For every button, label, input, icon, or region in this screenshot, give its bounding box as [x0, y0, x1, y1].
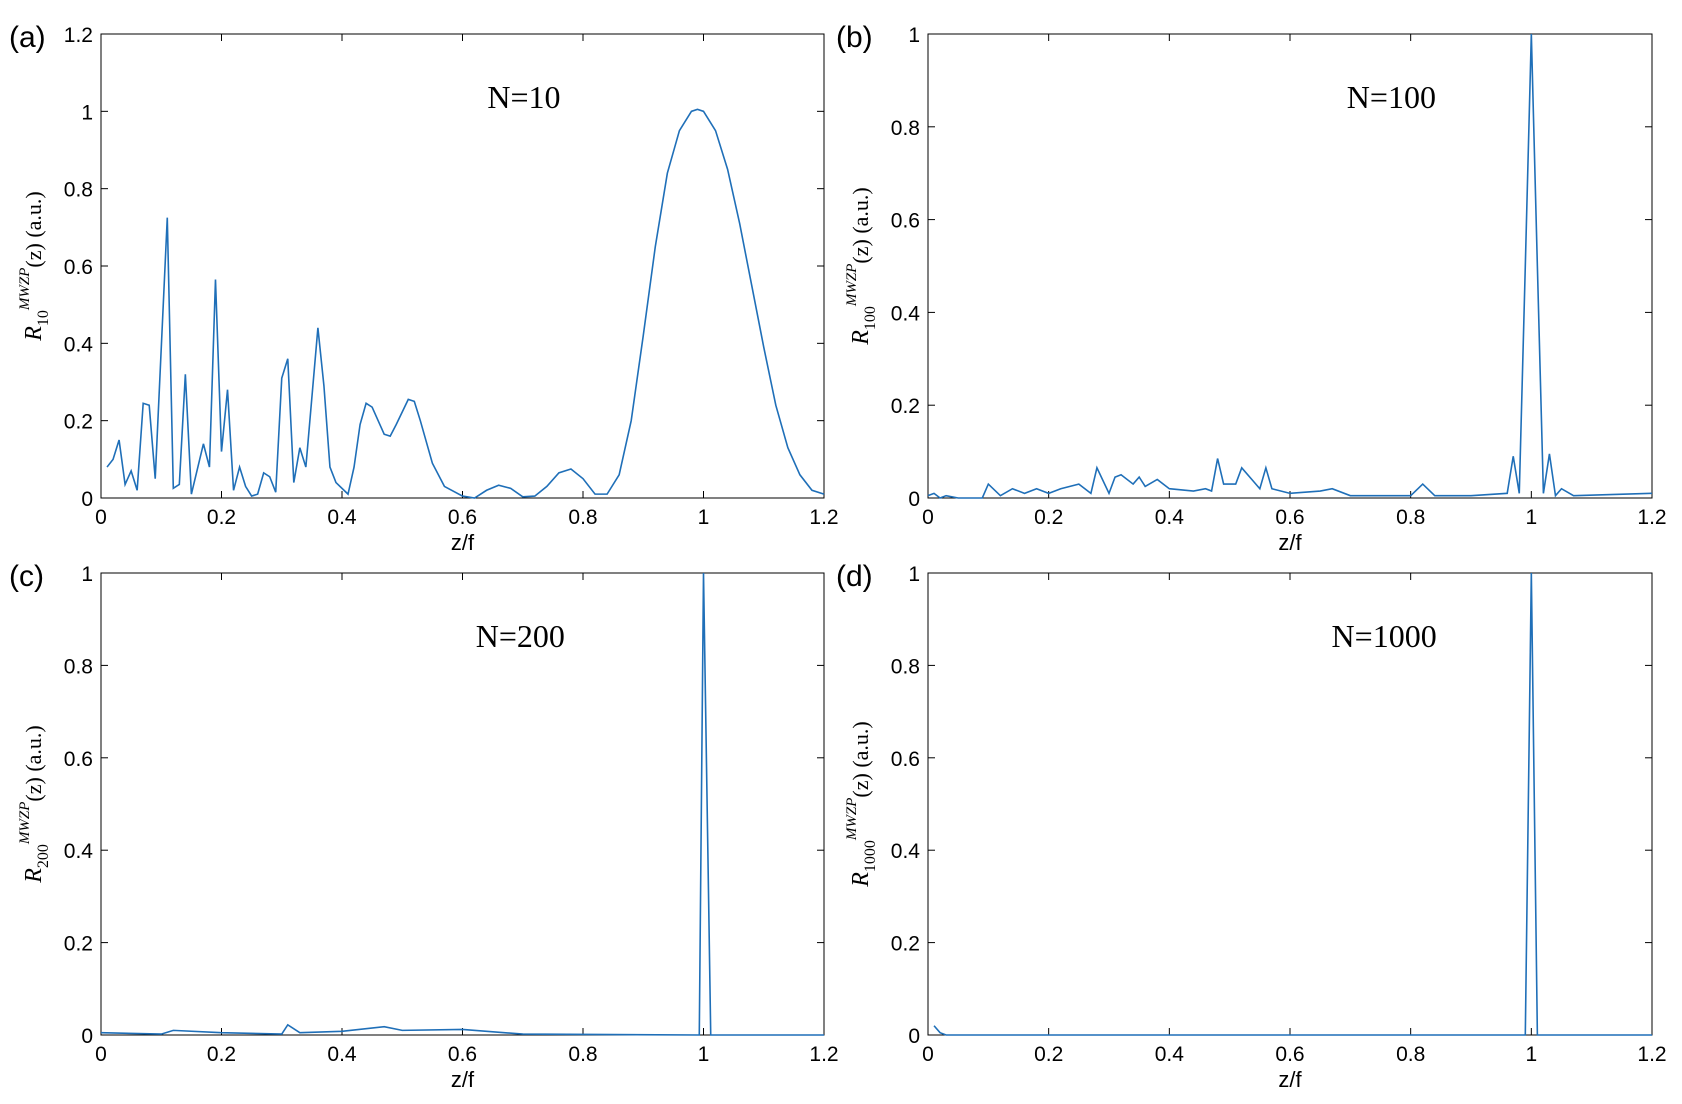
y-tick-label: 0.8: [891, 655, 920, 678]
y-label-sub: 10: [35, 310, 52, 326]
y-axis-label: R200MWZP(z) (a.u.): [17, 725, 52, 884]
panel-label: (c): [9, 560, 44, 593]
y-label-base: R: [848, 872, 874, 888]
panel: 0 0.2 0.4 0.6 0.8 1 1.2 0 0.2 0.4 0.6 0.8 1 (d) N=1000…: [836, 560, 1667, 1092]
line-series: [927, 33, 1653, 499]
x-tick-label: 0.4: [1155, 506, 1185, 529]
y-tick-label: 0.6: [891, 748, 920, 771]
y-axis-label: R10MWZP(z) (a.u.): [17, 191, 52, 342]
panel: 0 0.2 0.4 0.6 0.8 1 1.2 0 0.2 0.4 0.6 0.8 1 (b) N=100 z…: [836, 21, 1667, 555]
x-tick-label: 0.2: [1034, 1043, 1063, 1066]
panel: 0 0.2 0.4 0.6 0.8 1 1.2 0 0.2 0.4 0.6 0.8 1 1.2 (a) N=1…: [9, 21, 839, 555]
x-tick-label: 0.8: [1396, 506, 1425, 529]
x-tick-label: 0: [95, 1043, 107, 1066]
y-tick-label: 0.4: [64, 840, 94, 863]
y-tick-label: 1: [81, 563, 93, 586]
y-label-sup: MWZP: [17, 802, 33, 846]
y-label-sup: MWZP: [844, 264, 860, 308]
annotation: N=100: [1347, 79, 1436, 115]
x-tick-label: 1: [1525, 506, 1537, 529]
y-label-sub: 1000: [862, 840, 879, 872]
y-tick-label: 1: [81, 101, 93, 124]
y-tick-label: 1: [908, 563, 920, 586]
y-tick-label: 0.8: [891, 117, 920, 140]
y-tick-label: 0.2: [64, 933, 93, 956]
line-series: [933, 572, 1652, 1036]
y-label-rest: (z) (a.u.): [21, 725, 46, 801]
y-label-sup: MWZP: [844, 798, 860, 842]
y-label-rest: (z) (a.u.): [21, 191, 46, 267]
annotation: N=10: [487, 79, 560, 115]
y-tick-label: 0.2: [891, 395, 920, 418]
y-tick-label: 0.6: [891, 210, 920, 233]
x-tick-label: 0: [922, 1043, 934, 1066]
x-tick-label: 0: [95, 506, 107, 529]
x-tick-label: 0: [922, 506, 934, 529]
panel: 0 0.2 0.4 0.6 0.8 1 1.2 0 0.2 0.4 0.6 0.8 1 (c) N=200 z…: [9, 560, 839, 1092]
x-tick-label: 0.6: [448, 506, 477, 529]
y-label-base: R: [848, 330, 874, 346]
y-tick-label: 0.2: [891, 933, 920, 956]
y-tick-label: 0.6: [64, 256, 93, 279]
y-tick-label: 0.4: [891, 840, 921, 863]
x-tick-label: 0.6: [1275, 506, 1304, 529]
x-tick-label: 1: [1525, 1043, 1537, 1066]
x-tick-label: 0.6: [1275, 1043, 1304, 1066]
y-tick-label: 0.8: [64, 179, 93, 202]
plot-frame: [100, 33, 825, 499]
plot-frame: [927, 572, 1653, 1036]
panel-label: (d): [836, 560, 873, 593]
x-tick-label: 0.8: [568, 1043, 597, 1066]
y-tick-label: 1.2: [64, 24, 93, 47]
panel-label: (a): [9, 21, 46, 54]
x-tick-label: 1.2: [809, 1043, 838, 1066]
x-tick-label: 0.8: [568, 506, 597, 529]
x-tick-label: 0.2: [207, 1043, 236, 1066]
plot-frame: [927, 33, 1653, 499]
x-tick-label: 1: [698, 506, 710, 529]
y-tick-label: 0.4: [64, 333, 94, 356]
panel-label: (b): [836, 21, 873, 54]
x-tick-label: 0.6: [448, 1043, 477, 1066]
y-axis-label: R100MWZP(z) (a.u.): [844, 187, 879, 346]
annotation: N=1000: [1332, 618, 1437, 654]
y-axis-label: R1000MWZP(z) (a.u.): [844, 721, 879, 888]
annotation: N=200: [476, 618, 565, 654]
y-tick-label: 0: [81, 1025, 93, 1048]
line-series: [100, 572, 824, 1036]
line-series: [106, 108, 825, 499]
x-axis-label: z/f: [1278, 530, 1302, 555]
y-tick-label: 0: [908, 488, 920, 511]
y-label-base: R: [21, 326, 47, 342]
y-label-rest: (z) (a.u.): [848, 187, 873, 263]
y-label-rest: (z) (a.u.): [848, 721, 873, 797]
x-tick-label: 0.4: [327, 506, 357, 529]
plot-frame: [100, 572, 825, 1036]
y-tick-label: 0.2: [64, 411, 93, 434]
x-axis-label: z/f: [1278, 1067, 1302, 1092]
x-axis-label: z/f: [451, 1067, 475, 1092]
y-label-sub: 200: [35, 844, 52, 868]
y-label-base: R: [21, 868, 47, 884]
y-tick-label: 0.4: [891, 302, 921, 325]
y-tick-label: 0.6: [64, 748, 93, 771]
x-tick-label: 1.2: [1637, 1043, 1666, 1066]
y-tick-label: 0: [908, 1025, 920, 1048]
x-tick-label: 0.4: [327, 1043, 357, 1066]
x-axis-label: z/f: [451, 530, 475, 555]
y-label-sub: 100: [862, 306, 879, 330]
x-tick-label: 0.8: [1396, 1043, 1425, 1066]
y-tick-label: 0: [81, 488, 93, 511]
x-tick-label: 1.2: [1637, 506, 1666, 529]
x-tick-label: 0.4: [1155, 1043, 1185, 1066]
y-label-sup: MWZP: [17, 268, 33, 312]
y-tick-label: 0.8: [64, 655, 93, 678]
x-tick-label: 0.2: [1034, 506, 1063, 529]
x-tick-label: 1.2: [809, 506, 838, 529]
y-tick-label: 1: [908, 24, 920, 47]
x-tick-label: 1: [698, 1043, 710, 1066]
x-tick-label: 0.2: [207, 506, 236, 529]
